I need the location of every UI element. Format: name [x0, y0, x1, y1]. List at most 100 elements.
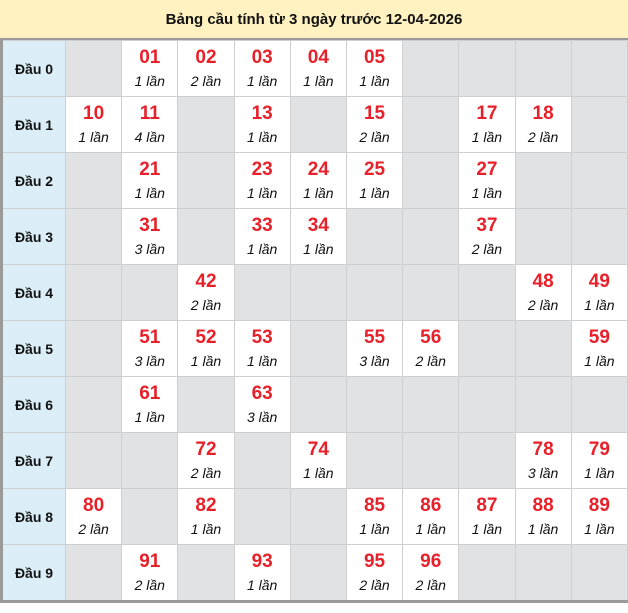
- number-value: 55: [363, 327, 386, 348]
- occurrence-count: 4 lần: [134, 129, 165, 145]
- occurrence-count: 1 lần: [359, 185, 390, 201]
- number-cell: 13 1 lần: [233, 96, 291, 153]
- occurrence-count: 1 lần: [359, 73, 390, 89]
- number-value: 05: [363, 47, 386, 68]
- occurrence-count: 1 lần: [303, 73, 334, 89]
- occurrence-count: 1 lần: [527, 521, 559, 537]
- occurrence-count: 2 lần: [415, 577, 446, 593]
- occurrence-count: 1 lần: [190, 521, 222, 537]
- number-value: 95: [363, 551, 386, 572]
- empty-cell: [514, 208, 572, 265]
- empty-cell: [345, 208, 404, 265]
- empty-cell: [289, 544, 347, 602]
- number-cell: 78 3 lần: [514, 432, 572, 489]
- number-cell: 02 2 lần: [177, 40, 235, 97]
- number-cell: 18 2 lần: [514, 96, 572, 153]
- table-title: Bảng cầu tính từ 3 ngày trước 12-04-2026: [0, 0, 628, 40]
- occurrence-count: 2 lần: [359, 129, 390, 145]
- number-value: 91: [139, 551, 161, 572]
- row-head-label: Đầu 1: [1, 96, 66, 153]
- occurrence-count: 2 lần: [359, 577, 390, 593]
- occurrence-count: 1 lần: [190, 353, 222, 369]
- number-value: 17: [476, 103, 498, 124]
- number-value: 18: [532, 103, 554, 124]
- table-row: Đầu 5 51 3 lần 52 1 lần 53 1 lần 55 3 lần 56 2 lần…: [1, 320, 628, 377]
- number-cell: 87 1 lần: [458, 488, 516, 545]
- number-value: 03: [251, 47, 273, 68]
- empty-cell: [289, 320, 347, 377]
- number-value: 63: [251, 383, 273, 404]
- row-head-label: Đầu 9: [1, 544, 66, 602]
- occurrence-count: 1 lần: [415, 521, 446, 537]
- occurrence-count: 3 lần: [134, 353, 165, 369]
- empty-cell: [570, 40, 628, 97]
- empty-cell: [64, 40, 123, 97]
- empty-cell: [458, 40, 516, 97]
- empty-cell: [570, 152, 628, 209]
- number-value: 53: [251, 327, 273, 348]
- number-value: 61: [139, 383, 161, 404]
- empty-cell: [458, 376, 516, 433]
- number-value: 80: [83, 495, 105, 516]
- number-cell: 59 1 lần: [570, 320, 628, 377]
- empty-cell: [570, 208, 628, 265]
- empty-cell: [64, 264, 123, 321]
- empty-cell: [121, 488, 179, 545]
- empty-cell: [514, 376, 572, 433]
- empty-cell: [177, 376, 235, 433]
- number-cell: 24 1 lần: [289, 152, 347, 209]
- number-value: 86: [420, 495, 442, 516]
- occurrence-count: 1 lần: [246, 353, 278, 369]
- number-cell: 48 2 lần: [514, 264, 572, 321]
- occurrence-count: 1 lần: [246, 185, 278, 201]
- row-head-label: Đầu 3: [1, 208, 66, 265]
- row-head-label: Đầu 8: [1, 488, 66, 545]
- number-cell: 49 1 lần: [570, 264, 628, 321]
- empty-cell: [233, 488, 291, 545]
- number-cell: 37 2 lần: [458, 208, 516, 265]
- number-value: 79: [588, 439, 610, 460]
- occurrence-count: 1 lần: [134, 185, 165, 201]
- table-row: Đầu 4 42 2 lần 48 2 lần 49 1 lần: [1, 264, 628, 321]
- empty-cell: [570, 96, 628, 153]
- number-cell: 31 3 lần: [121, 208, 179, 265]
- number-cell: 96 2 lần: [402, 544, 460, 602]
- number-cell: 42 2 lần: [177, 264, 235, 321]
- number-value: 33: [251, 215, 273, 236]
- number-cell: 11 4 lần: [121, 96, 179, 153]
- number-value: 01: [139, 47, 161, 68]
- number-value: 89: [588, 495, 610, 516]
- empty-cell: [402, 208, 460, 265]
- number-value: 82: [195, 495, 217, 516]
- occurrence-count: 1 lần: [246, 241, 278, 257]
- number-cell: 80 2 lần: [64, 488, 123, 545]
- occurrence-count: 2 lần: [415, 353, 446, 369]
- occurrence-count: 3 lần: [359, 353, 390, 369]
- empty-cell: [402, 40, 460, 97]
- empty-cell: [402, 152, 460, 209]
- number-value: 21: [139, 159, 161, 180]
- empty-cell: [514, 544, 572, 602]
- number-cell: 61 1 lần: [121, 376, 179, 433]
- empty-cell: [345, 432, 404, 489]
- table-row: Đầu 6 61 1 lần 63 3 lần: [1, 376, 628, 433]
- occurrence-count: 1 lần: [303, 465, 334, 481]
- number-value: 51: [139, 327, 161, 348]
- number-value: 27: [476, 159, 498, 180]
- number-cell: 23 1 lần: [233, 152, 291, 209]
- number-cell: 93 1 lần: [233, 544, 291, 602]
- number-cell: 03 1 lần: [233, 40, 291, 97]
- occurrence-count: 1 lần: [584, 297, 615, 313]
- number-cell: 04 1 lần: [289, 40, 347, 97]
- number-cell: 88 1 lần: [514, 488, 572, 545]
- number-cell: 55 3 lần: [345, 320, 404, 377]
- number-value: 88: [532, 495, 554, 516]
- number-cell: 72 2 lần: [177, 432, 235, 489]
- empty-cell: [64, 152, 123, 209]
- empty-cell: [64, 432, 123, 489]
- empty-cell: [514, 152, 572, 209]
- number-value: 34: [307, 215, 329, 236]
- number-cell: 91 2 lần: [121, 544, 179, 602]
- occurrence-count: 3 lần: [527, 465, 559, 481]
- occurrence-count: 1 lần: [584, 465, 615, 481]
